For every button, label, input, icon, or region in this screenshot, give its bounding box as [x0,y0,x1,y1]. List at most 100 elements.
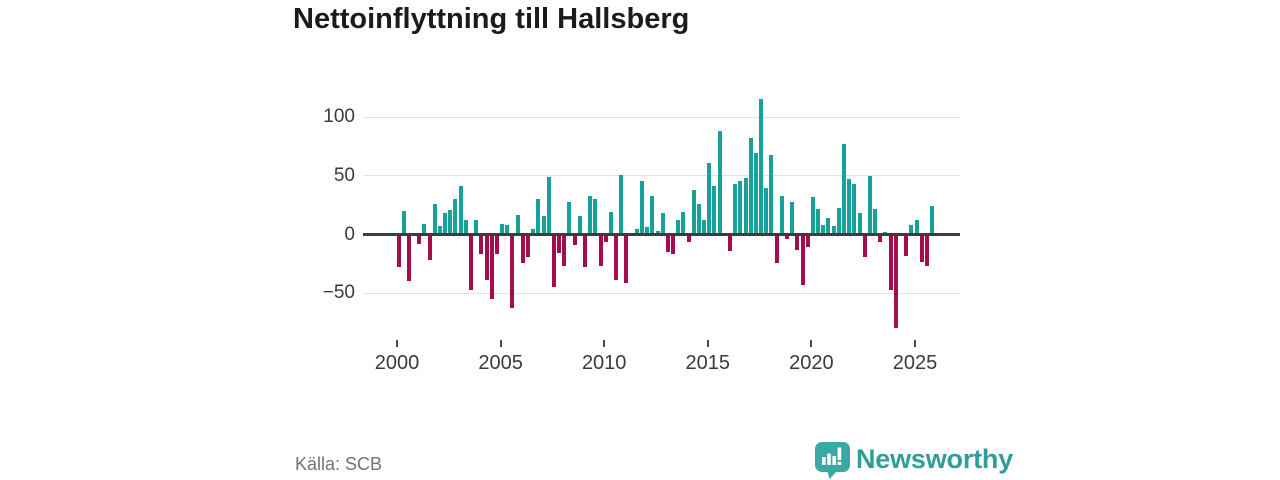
gridline [363,292,960,294]
bar [453,199,458,235]
bar [852,184,857,235]
bar [494,234,499,255]
bar [753,153,758,235]
bar [681,212,686,235]
bar [422,223,427,235]
bar [702,220,707,235]
bar [816,208,821,235]
bar [531,228,536,235]
bar [520,234,525,263]
chart-title: Nettoinflyttning till Hallsberg [293,3,690,35]
bar [510,234,515,309]
bar [650,195,655,235]
bar [655,230,660,235]
x-tick-mark [499,340,502,347]
y-tick-label: 50 [333,164,355,186]
bar [645,227,650,235]
bar [686,234,691,242]
bar [743,178,748,235]
bar [401,211,406,235]
bar [764,187,769,235]
bar [671,234,676,255]
bar [857,213,862,235]
bar [562,234,567,267]
x-tick-mark [914,340,916,347]
bar [639,180,644,235]
plot-area [363,95,960,347]
y-tick-label: −50 [322,282,355,304]
bar [748,138,753,235]
bar [712,186,717,235]
bar [805,234,810,248]
x-tick-label: 2015 [685,352,731,374]
bar [800,234,805,285]
bar [779,195,784,235]
newsworthy-logo [814,440,852,480]
bar [500,223,505,235]
bar [614,234,619,281]
bar [572,234,577,246]
bar [546,176,551,235]
bar [888,234,893,290]
bar [810,196,815,235]
zero-line [363,233,960,236]
bar [458,186,463,235]
bar [526,234,530,257]
x-tick-label: 2020 [789,352,834,374]
bar [826,218,831,235]
bar [432,203,437,235]
x-tick-mark [706,340,709,347]
bar [660,213,665,235]
x-tick-mark [603,340,606,347]
bar [474,220,479,235]
bar [759,99,764,235]
bar [930,206,935,235]
bar [634,228,639,235]
bar [557,234,562,254]
bar [769,154,774,235]
bar [505,225,510,235]
bar [924,234,929,267]
bar [733,184,738,235]
bar [603,234,608,242]
bar [738,180,743,235]
bar [406,234,411,282]
bar [790,201,795,235]
bar [831,226,836,235]
bar [469,234,474,290]
bar [417,234,422,244]
bar [847,179,852,235]
bar [577,215,582,235]
bar [717,131,722,235]
x-tick-label: 2005 [478,352,523,374]
bar [707,162,712,235]
bar [515,214,520,235]
bar [873,208,878,235]
x-tick-label: 2010 [581,352,627,374]
bar [919,234,924,262]
gridline [363,116,960,118]
bar [624,234,629,283]
bar [536,199,541,235]
bar [696,203,701,235]
bar [588,195,593,235]
bar [893,234,898,329]
y-tick-label: 0 [344,223,355,245]
bar [437,226,442,235]
x-tick-label: 2000 [374,352,420,374]
bar [785,234,789,240]
bar [593,199,598,235]
gridline [363,175,960,177]
bar [909,225,914,235]
bar [728,234,733,251]
y-tick-label: 100 [323,106,355,128]
bar [821,225,826,235]
bar [443,213,448,235]
bar [551,234,556,288]
bar [489,234,494,300]
x-tick-label: 2025 [892,352,938,374]
bar [598,234,603,267]
bar [448,209,453,235]
bar [463,220,468,235]
